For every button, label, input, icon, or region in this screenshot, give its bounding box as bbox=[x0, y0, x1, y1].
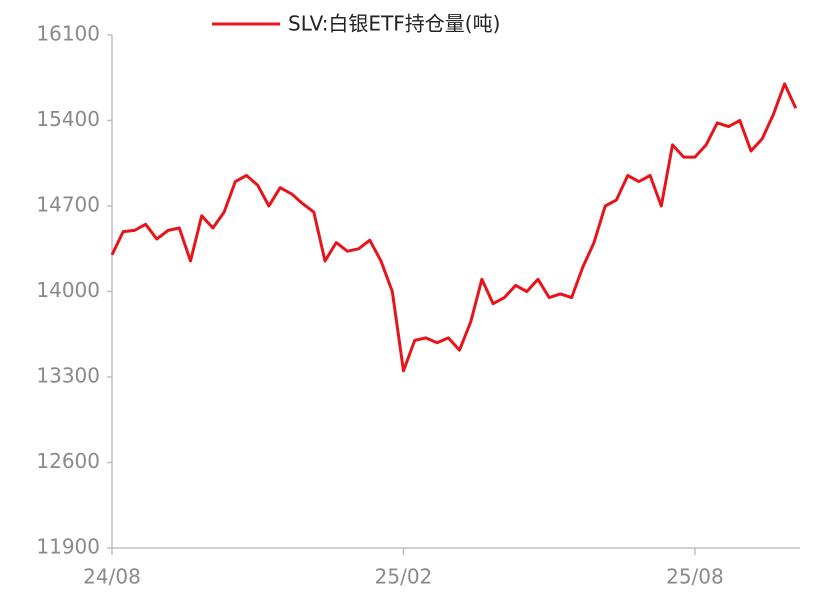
y-tick-label: 14700 bbox=[36, 193, 100, 217]
y-tick-label: 11900 bbox=[36, 535, 100, 559]
x-tick-label: 25/08 bbox=[666, 565, 724, 589]
y-tick-label: 15400 bbox=[36, 107, 100, 131]
x-tick-label: 25/02 bbox=[375, 565, 433, 589]
x-tick-label: 24/08 bbox=[83, 565, 141, 589]
y-tick-label: 16100 bbox=[36, 22, 100, 46]
y-tick-label: 13300 bbox=[36, 364, 100, 388]
y-tick-label: 12600 bbox=[36, 449, 100, 473]
legend-label: SLV:白银ETF持仓量(吨) bbox=[288, 12, 500, 36]
y-tick-label: 14000 bbox=[36, 278, 100, 302]
data-line bbox=[110, 82, 798, 373]
